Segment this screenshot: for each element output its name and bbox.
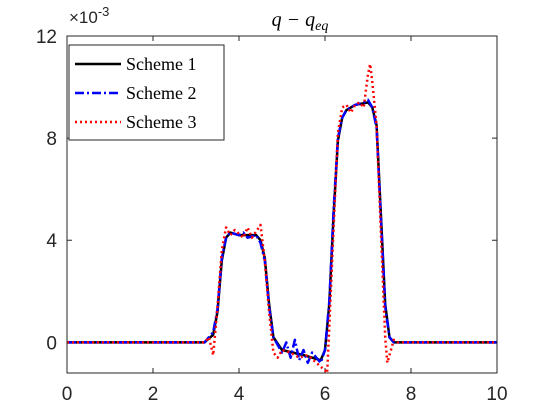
y-axis-exponent: ×10-3: [69, 4, 109, 27]
chart-title-main: q − q: [272, 9, 316, 31]
x-tick-label: 10: [486, 384, 507, 405]
y-exponent-power: -3: [98, 4, 110, 19]
legend-label-scheme-3: Scheme 3: [126, 112, 196, 132]
chart-title: q − qeq: [272, 9, 329, 34]
series-line-scheme-2: [67, 98, 497, 365]
y-exponent-base: ×10: [69, 8, 98, 27]
series-line-scheme-3: [67, 62, 497, 375]
x-tick-label: 0: [62, 384, 73, 405]
y-tick-label: 8: [46, 129, 57, 150]
legend-label-scheme-2: Scheme 2: [126, 83, 196, 103]
x-tick-label: 4: [234, 384, 245, 405]
plot-area-frame: [66, 35, 498, 374]
chart-title-subscript: eq: [315, 19, 328, 34]
ticks-layer: 0 2 4 6 8 10 0 4 8 12: [36, 27, 508, 405]
series-layer: [67, 62, 497, 375]
y-tick-label: 12: [36, 27, 57, 48]
x-tick-label: 6: [320, 384, 331, 405]
x-tick-label: 2: [148, 384, 159, 405]
legend-label-scheme-1: Scheme 1: [126, 54, 196, 74]
legend: Scheme 1 Scheme 2 Scheme 3: [68, 44, 225, 141]
y-tick-label: 4: [46, 231, 57, 252]
y-tick-label: 0: [46, 333, 57, 354]
x-tick-label: 8: [406, 384, 417, 405]
